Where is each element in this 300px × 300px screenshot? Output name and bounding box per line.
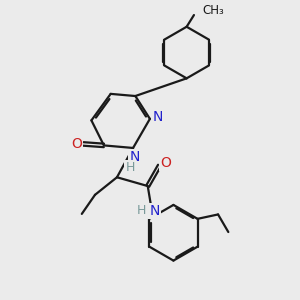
Text: O: O	[71, 137, 82, 151]
Text: O: O	[160, 156, 171, 170]
Text: N: N	[129, 150, 140, 164]
Text: N: N	[153, 110, 163, 124]
Text: H: H	[136, 205, 146, 218]
Text: H: H	[125, 160, 135, 173]
Text: CH₃: CH₃	[203, 4, 224, 17]
Text: N: N	[149, 204, 160, 218]
